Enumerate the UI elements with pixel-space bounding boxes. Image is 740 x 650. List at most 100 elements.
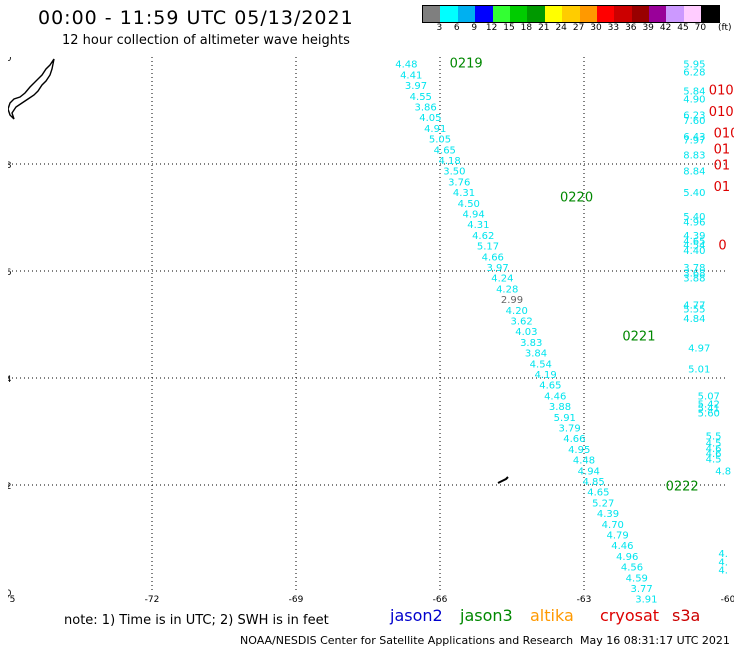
wave-height-value: 4.62 <box>472 231 494 242</box>
wave-height-value: 4.6 <box>706 449 722 460</box>
color-scale-tick-label: 27 <box>572 23 585 33</box>
bermuda-island <box>497 476 509 484</box>
wave-height-value: 6.23 <box>683 111 705 122</box>
wave-height-value: 5.42 <box>698 399 720 410</box>
wave-height-value: 4.65 <box>539 381 561 392</box>
wave-height-value: 5.91 <box>554 413 576 424</box>
jason3-track: 4.484.413.974.553.864.054.915.054.654.18… <box>395 60 657 603</box>
color-swatch <box>544 6 563 22</box>
mission-cryosat: cryosat <box>600 606 660 625</box>
wave-height-value: 4.03 <box>515 327 537 338</box>
coastline-north <box>8 58 55 120</box>
color-swatch <box>457 6 476 22</box>
pass-time-label: 0221 <box>622 330 655 345</box>
wave-height-value: 3.86 <box>414 103 436 114</box>
color-scale-tick-label: 42 <box>659 23 672 33</box>
wave-height-value: 4.91 <box>424 124 446 135</box>
wave-height-value: 4.96 <box>616 552 638 563</box>
wave-height-value: 4.20 <box>506 306 528 317</box>
wave-height-value: 4.54 <box>530 359 552 370</box>
wave-height-value: 2.99 <box>501 295 523 306</box>
coastline <box>8 58 509 484</box>
wave-height-value: 3.83 <box>520 338 542 349</box>
pass-time-label: 0222 <box>666 479 699 494</box>
color-scale-tick-label: 24 <box>555 23 567 33</box>
color-swatch <box>475 6 493 22</box>
wave-height-value: 5.40 <box>683 188 705 199</box>
wave-height-value: 3.88 <box>549 402 571 413</box>
pass-time-label: 01 <box>714 158 731 173</box>
pass-time-label: 010 <box>709 83 734 98</box>
wave-height-value: 3.68 <box>683 268 705 279</box>
wave-height-value: 3.97 <box>486 263 508 274</box>
wave-height-value: 4.96 <box>683 218 705 229</box>
color-swatch <box>492 6 510 22</box>
wave-height-value: 5.60 <box>698 409 720 420</box>
wave-height-value: 4. <box>718 565 728 576</box>
y-tick-label: 40 <box>8 57 12 64</box>
wave-height-value: 3.62 <box>510 317 532 328</box>
wave-height-value: 8.83 <box>683 151 705 162</box>
pass-time-label: 010 <box>714 126 734 141</box>
wave-height-value: 6.43 <box>683 132 705 143</box>
color-scale-tick-label: 3 <box>436 23 443 33</box>
wave-height-value: 4.41 <box>400 70 422 81</box>
wave-height-value: 5.01 <box>688 365 710 376</box>
x-tick-label: -72 <box>145 595 160 603</box>
mission-s3a: s3a <box>672 606 701 625</box>
mission-altika: altika <box>530 606 574 625</box>
wave-height-value: 4.05 <box>419 113 441 124</box>
wave-height-value: 4.97 <box>688 343 710 354</box>
wave-height-value: 4.24 <box>491 274 513 285</box>
wave-height-value: 3.78 <box>683 263 705 274</box>
color-scale-tick-label: 33 <box>607 23 620 33</box>
wave-height-value: 4.48 <box>573 456 595 467</box>
wave-height-value: 5.17 <box>477 242 499 253</box>
pass-time-label: 01 <box>714 180 731 195</box>
color-swatch <box>440 6 458 22</box>
wave-height-value: 4.65 <box>434 145 456 156</box>
wave-height-value: 4.77 <box>683 300 705 311</box>
wave-height-value: 5.5 <box>706 432 722 443</box>
y-tick-label: 38 <box>8 161 12 171</box>
color-swatch <box>562 6 580 22</box>
wave-height-value: 4.59 <box>626 573 648 584</box>
x-tick-label: -69 <box>289 595 304 603</box>
color-swatch <box>683 6 702 22</box>
wave-height-value: 5.40 <box>683 212 705 223</box>
east-track: 5.956.28 5.844.90 6.237.60 6.437.97 8.83 8.84… <box>683 60 731 577</box>
x-tick-label: -75 <box>8 595 15 603</box>
page-title: 00:00 - 11:59 UTC 05/13/2021 <box>38 7 354 29</box>
color-swatch <box>649 6 667 22</box>
color-swatch <box>579 6 597 22</box>
x-tick-label: -66 <box>433 595 448 603</box>
wave-height-value: 4.65 <box>683 236 705 247</box>
wave-height-value: 4.40 <box>683 246 705 257</box>
wave-height-value: 5.27 <box>592 498 614 509</box>
color-swatch <box>631 6 650 22</box>
wave-height-value: 4.39 <box>597 509 619 520</box>
pass-time-label: 0219 <box>450 57 483 72</box>
wave-height-value: 5.84 <box>683 86 705 97</box>
pass-time-labels: 02190220022102220100100100101010 <box>450 57 734 494</box>
wave-height-value: 3.91 <box>635 595 657 603</box>
color-scale-tick-label: 9 <box>471 23 478 33</box>
wave-height-value: 4.94 <box>462 210 484 221</box>
color-scale-tick-label: 18 <box>520 23 533 33</box>
wave-height-value: 4.19 <box>534 370 556 381</box>
mission-jason2: jason2 <box>390 606 443 625</box>
y-tick-label: 36 <box>8 268 12 278</box>
color-scale-tick-label: 30 <box>590 23 602 33</box>
wave-height-value: 4.66 <box>563 434 585 445</box>
y-tick-label: 32 <box>8 482 11 492</box>
wave-height-value: 4.50 <box>458 199 480 210</box>
color-scale-unit: (ft) <box>718 23 732 33</box>
wave-height-value: 3.84 <box>525 349 547 360</box>
y-tick-label: 30 <box>8 589 12 599</box>
wave-height-map: -75-72-69-66-63-60303234363840 4.484.413… <box>8 57 734 603</box>
pass-time-label: 01 <box>714 142 731 157</box>
footer-note: note: 1) Time is in UTC; 2) SWH is in fe… <box>64 613 329 628</box>
wave-height-value: 4. <box>718 557 728 568</box>
color-scale-tick-label: 12 <box>485 23 498 33</box>
color-scale-labels: 3 6 9 12 15 18 21 24 27 30 33 36 39 42 45 70 <box>422 23 740 35</box>
